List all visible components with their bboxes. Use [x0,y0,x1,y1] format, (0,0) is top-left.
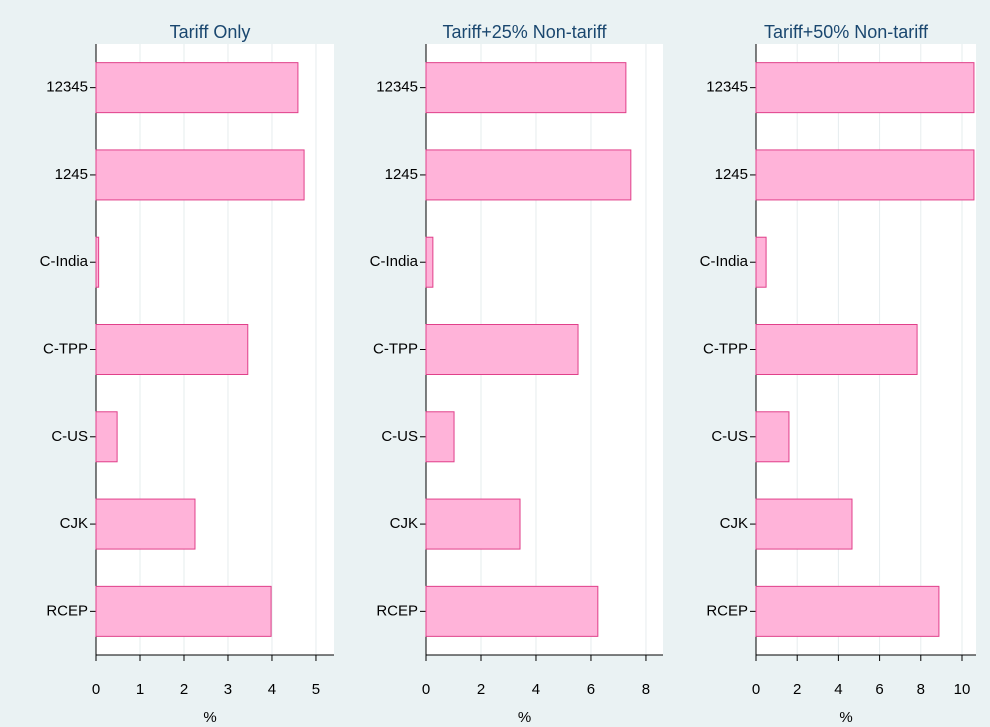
bar [425,62,627,114]
chart-title: Tariff Only [170,22,251,42]
y-tick-label: RCEP [706,602,748,619]
bar [755,498,853,550]
x-tick-label: 8 [917,681,925,698]
x-tick-label: 0 [422,681,430,698]
chart-title: Tariff+25% Non-tariff [443,22,608,42]
x-axis-label: % [839,709,852,726]
y-tick-label: CJK [720,515,748,532]
y-tick-label: C-TPP [703,340,748,357]
y-tick-label: C-TPP [43,340,88,357]
x-tick-label: 4 [268,681,276,698]
x-tick-label: 0 [92,681,100,698]
bar [95,585,272,637]
x-tick-label: 2 [180,681,188,698]
y-tick-label: CJK [390,515,418,532]
x-tick-label: 8 [642,681,650,698]
y-tick-label: 1245 [55,166,88,183]
x-tick-label: 4 [834,681,842,698]
bar [755,62,975,114]
bar [95,411,118,463]
y-tick-label: C-India [370,253,419,270]
y-tick-label: C-US [51,428,88,445]
x-tick-label: 5 [312,681,320,698]
bar [755,411,790,463]
bar [425,498,521,550]
bar [95,149,305,201]
bar [425,149,632,201]
bar [755,324,918,375]
y-tick-label: RCEP [46,602,88,619]
x-tick-label: 2 [793,681,801,698]
bar [755,585,940,637]
bar [425,324,579,375]
x-tick-label: 10 [954,681,971,698]
y-tick-label: 1245 [715,166,748,183]
y-tick-label: 12345 [46,79,88,96]
bar [425,236,434,288]
x-tick-label: 0 [752,681,760,698]
y-tick-label: C-India [40,253,89,270]
y-tick-label: 12345 [706,79,748,96]
x-tick-label: 6 [587,681,595,698]
x-axis-label: % [203,709,216,726]
x-tick-label: 3 [224,681,232,698]
y-tick-label: C-US [381,428,418,445]
bar [425,585,599,637]
bar [755,149,975,201]
y-tick-label: C-TPP [373,340,418,357]
bar [95,498,196,550]
y-tick-label: C-India [700,253,749,270]
x-tick-label: 2 [477,681,485,698]
chart-title: Tariff+50% Non-tariff [764,22,929,42]
x-tick-label: 1 [136,681,144,698]
bar [755,236,767,288]
y-tick-label: 1245 [385,166,418,183]
bar [95,324,249,375]
y-tick-label: RCEP [376,602,418,619]
x-axis-label: % [518,709,531,726]
y-tick-label: CJK [60,515,88,532]
x-tick-label: 4 [532,681,540,698]
y-tick-label: 12345 [376,79,418,96]
bar [95,62,299,114]
bar [425,411,455,463]
bar [95,236,100,288]
y-tick-label: C-US [711,428,748,445]
x-tick-label: 6 [875,681,883,698]
